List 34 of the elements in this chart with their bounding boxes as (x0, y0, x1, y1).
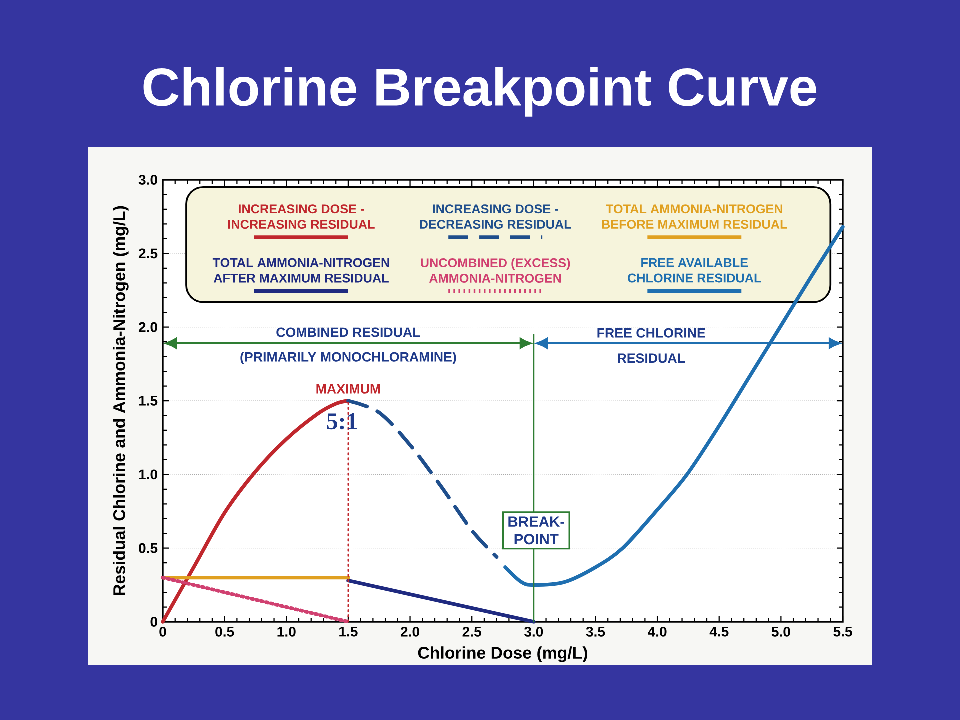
x-tick-label: 4.5 (710, 626, 729, 637)
y-axis-title: Residual Chlorine and Ammonia-Nitrogen (mg/L) (113, 206, 129, 596)
y-tick-label: 2.5 (138, 248, 158, 259)
text: INCREASING DOSE - DECREASING RESIDUAL (420, 204, 572, 230)
text: TOTAL AMMONIA-NITROGEN BEFORE MAXIMUM RESIDUAL (602, 204, 788, 230)
x-tick-label: 2.5 (462, 626, 482, 637)
x-tick-label: 5.5 (834, 626, 852, 637)
annotation: BREAK- POINT (508, 516, 564, 545)
x-tick-label: 3.5 (586, 626, 606, 637)
text: UNCOMBINED (EXCESS) AMMONIA-NITROGEN (421, 258, 570, 283)
x-tick-label: 0.5 (216, 626, 234, 637)
y-tick-label: 1.0 (139, 470, 158, 480)
annotation: FREE CHLORINE RESIDUAL (598, 328, 706, 364)
y-tick-label: 2.0 (138, 322, 158, 332)
x-tick-label: 4.0 (648, 626, 667, 637)
text: INCREASING DOSE - INCREASING RESIDUAL (228, 204, 375, 230)
y-tick-label: 3.0 (138, 175, 158, 185)
y-tick-label: 1.5 (139, 396, 158, 406)
annotation: MAXIMUM (316, 384, 380, 394)
annotation: 5:1 (327, 414, 357, 430)
x-tick-label: 2.0 (400, 626, 420, 637)
text: FREE AVAILABLE CHLORINE RESIDUAL (628, 258, 762, 283)
x-tick-label: 1.5 (340, 626, 358, 637)
y-tick-label: 0 (150, 617, 158, 627)
x-tick-label: 0 (160, 626, 166, 637)
annotation: (PRIMARILY MONOCHLORAMINE) (240, 352, 456, 365)
x-tick-label: 3.0 (524, 626, 544, 637)
x-tick-label: 5.0 (772, 626, 790, 637)
x-axis-title: Chlorine Dose (mg/L) (418, 646, 588, 662)
chart-title: Chlorine Breakpoint Curve (144, 67, 817, 117)
x-tick-label: 1.0 (278, 626, 296, 637)
y-tick-label: 0.5 (139, 543, 158, 554)
text: TOTAL AMMONIA-NITROGEN AFTER MAXIMUM RESIDUAL (212, 258, 390, 283)
annotation: COMBINED RESIDUAL (276, 328, 420, 338)
